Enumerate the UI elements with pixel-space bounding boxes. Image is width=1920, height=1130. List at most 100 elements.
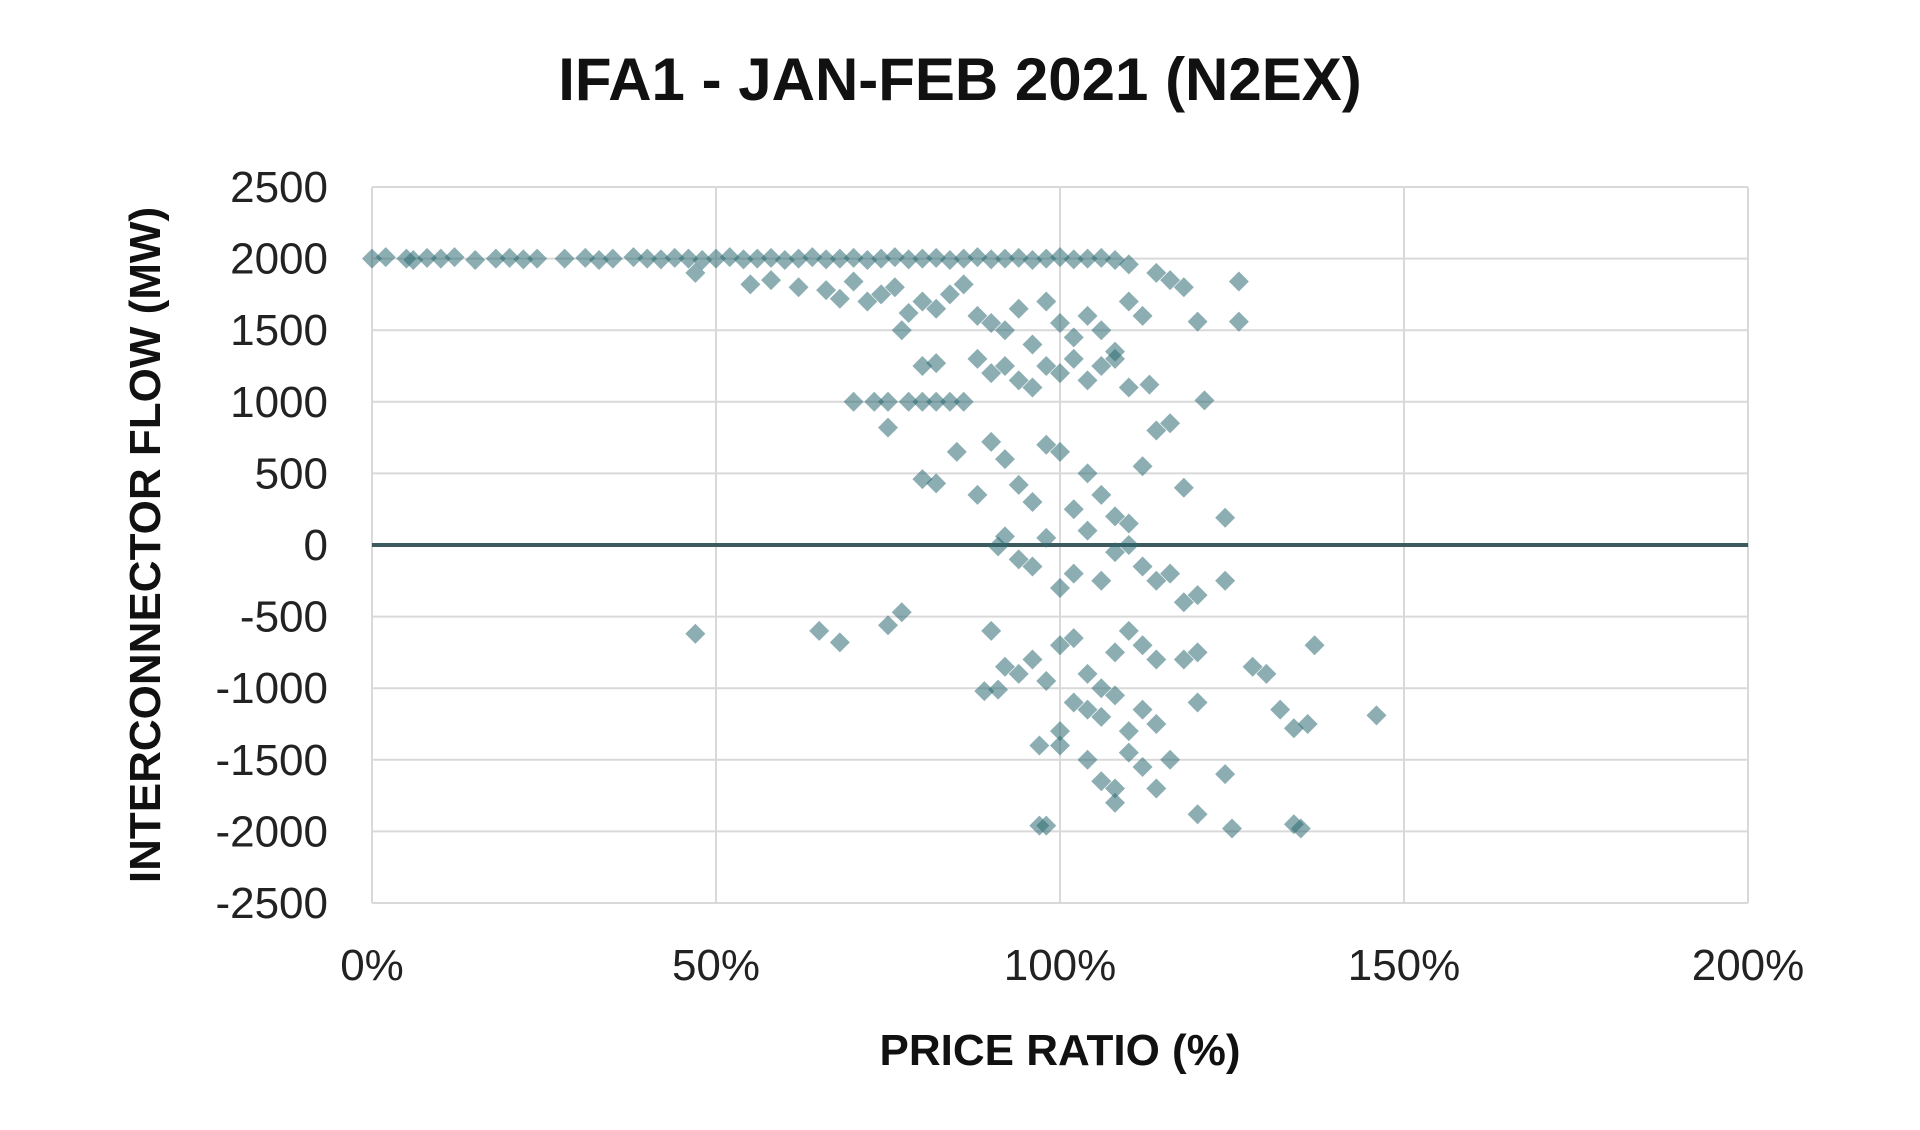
x-axis-title: PRICE RATIO (%) [880,1026,1241,1075]
data-point [1160,270,1181,291]
data-point [926,247,947,268]
data-point [465,250,486,271]
data-point [1187,692,1208,713]
data-point [733,249,754,270]
data-point [843,271,864,292]
data-point [1194,390,1215,411]
data-point [1118,254,1139,275]
data-point [809,620,830,641]
data-point [1173,477,1194,498]
data-point [1118,535,1139,555]
data-point [891,320,912,341]
data-point [788,248,809,269]
data-point [1063,348,1084,369]
data-point [1077,463,1098,484]
data-point [981,249,1002,270]
data-point [939,284,960,305]
x-tick-label: 150% [1348,941,1461,990]
data-point [1077,699,1098,720]
data-point [994,320,1015,341]
data-point [1050,721,1070,742]
data-point [981,313,1002,334]
data-point [527,248,548,269]
data-point [891,602,912,623]
data-point [1366,705,1387,726]
data-point [788,277,809,298]
data-point [1008,370,1029,391]
data-point [981,431,1002,452]
y-tick-label: 0 [304,521,328,570]
data-point [1118,620,1139,641]
data-point [706,248,726,269]
y-tick-label: 1500 [230,306,328,355]
data-point [1132,699,1153,720]
data-point [912,291,933,312]
data-point [362,248,382,269]
data-point [1118,742,1139,763]
data-point [740,274,761,295]
data-point [1022,649,1043,670]
data-point [946,441,967,462]
data-point [878,417,898,438]
data-point [912,356,933,376]
data-point [1022,250,1043,271]
data-point [602,248,623,269]
data-point [857,291,878,312]
data-point [1105,685,1126,706]
data-point [1050,735,1070,756]
data-point [485,248,506,269]
data-point [1118,377,1139,398]
data-point [1118,513,1139,534]
data-point [1050,635,1070,656]
y-tick-label: -500 [240,593,328,642]
data-point [678,248,699,269]
data-point [981,363,1002,384]
data-point [1050,247,1070,268]
data-point [1105,778,1126,799]
data-point [994,248,1015,269]
data-point [1029,735,1050,756]
data-point [1091,771,1112,792]
data-point [1036,291,1057,312]
data-point [1063,327,1084,348]
data-point [1297,714,1318,734]
y-tick-label: 2500 [230,163,328,212]
data-point [1256,663,1277,684]
data-points [362,247,1387,839]
data-point [857,250,878,271]
data-point [1091,484,1112,505]
data-point [1063,499,1084,520]
data-point [1077,749,1098,770]
data-point [1022,377,1043,398]
data-point [912,248,933,269]
data-point [994,449,1015,470]
data-point [926,391,947,412]
data-point [1105,792,1126,813]
data-point [926,298,947,319]
y-tick-labels: 2500 2000 1500 1000 500 0 -500 -1000 -1500 -2000 -… [215,163,328,928]
data-point [1077,305,1098,326]
data-point [878,615,898,636]
data-point [1091,706,1112,727]
data-point [1187,585,1208,606]
data-point [1187,804,1208,825]
data-point [1132,305,1153,326]
data-point [1050,363,1070,384]
data-point [871,248,892,269]
data-point [637,248,658,269]
data-point [953,391,974,412]
data-point [884,247,905,268]
data-point [1228,311,1249,332]
data-point [444,247,465,268]
data-point [1132,756,1153,777]
data-point [939,250,960,271]
y-tick-label: 2000 [230,235,328,284]
data-point [1228,271,1249,292]
data-point [1132,635,1153,656]
data-point [1173,592,1194,613]
data-point [513,249,534,270]
data-point [1022,556,1043,577]
data-point [864,391,885,412]
